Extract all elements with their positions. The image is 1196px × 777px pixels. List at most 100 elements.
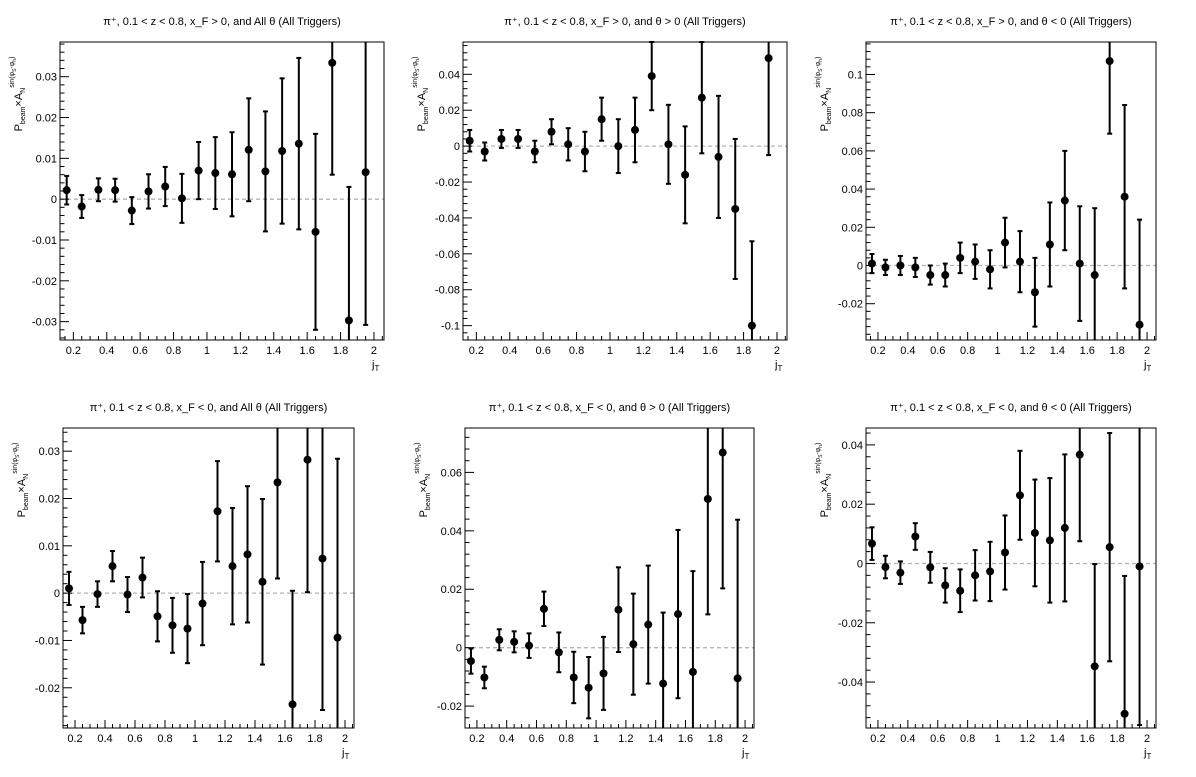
marker [514, 134, 523, 143]
data-point [525, 632, 534, 659]
y-tick-label: -0.02 [435, 177, 460, 189]
marker [714, 152, 723, 161]
data-point [93, 580, 102, 608]
y-tick-label: 0 [857, 558, 863, 570]
x-tick-label: 0.4 [99, 345, 114, 357]
y-tick-label: 0.04 [439, 69, 460, 81]
y-tick-label: 0.01 [39, 541, 60, 553]
marker [1030, 528, 1039, 537]
y-axis-label: Pbeam×ANsin(φS-φh) [414, 443, 432, 518]
marker [971, 571, 980, 580]
data-point [647, 41, 656, 112]
data-point [539, 590, 548, 628]
marker [161, 182, 170, 191]
chart-title: π⁺, 0.1 < z < 0.8, x_F > 0, and All θ (A… [103, 16, 340, 28]
data-point [108, 550, 117, 583]
data-point [228, 506, 237, 626]
data-point [361, 42, 370, 326]
x-tick-label: 1.2 [636, 345, 651, 357]
marker [1060, 523, 1069, 532]
marker [986, 567, 995, 576]
data-point [318, 428, 327, 712]
data-point [1045, 201, 1054, 288]
x-tick-label: 1.4 [1050, 345, 1065, 357]
y-tick-label: 0 [456, 643, 462, 655]
marker [62, 186, 71, 195]
data-point [554, 631, 563, 674]
x-tick-label: 1.6 [703, 345, 718, 357]
y-tick-label: 0.08 [842, 108, 863, 120]
marker [303, 455, 312, 464]
y-tick-label: -0.02 [35, 683, 60, 695]
data-point [659, 611, 668, 728]
marker [77, 202, 86, 211]
x-tick-label: 2 [1144, 345, 1150, 357]
marker [1090, 662, 1099, 671]
chart-panel: π⁺, 0.1 < z < 0.8, x_F > 0, and θ < 0 (A… [815, 16, 1157, 373]
x-tick-label: 1.2 [217, 733, 232, 745]
data-point [211, 136, 220, 210]
marker [688, 667, 697, 676]
y-tick-label: -0.1 [441, 321, 460, 333]
x-tick-label: 1 [994, 345, 1000, 357]
y-tick-label: 0.02 [842, 499, 863, 511]
data-point [1015, 449, 1024, 541]
y-tick-label: -0.02 [437, 701, 462, 713]
x-tick-label: 1.8 [1109, 733, 1124, 745]
x-tick-label: 1.6 [300, 345, 315, 357]
marker [127, 206, 136, 215]
data-point [986, 540, 995, 603]
marker [764, 54, 773, 63]
marker [580, 147, 589, 156]
marker [244, 145, 253, 154]
marker [333, 633, 342, 642]
data-point [328, 42, 337, 176]
marker [1090, 271, 1099, 280]
x-tick-label: 1.4 [648, 733, 663, 745]
chart-title: π⁺, 0.1 < z < 0.8, x_F < 0, and θ > 0 (A… [489, 402, 730, 414]
marker [614, 142, 623, 151]
y-tick-label: -0.04 [435, 213, 460, 225]
y-tick-label: 0.03 [36, 72, 57, 84]
data-point [1120, 574, 1129, 728]
y-tick-label: -0.02 [838, 299, 863, 311]
marker [294, 139, 303, 148]
data-point [1090, 207, 1099, 340]
data-point [62, 174, 71, 206]
marker [733, 674, 742, 683]
y-axis-label: Pbeam×ANsin(φS-φh) [815, 57, 833, 132]
y-tick-label: 0.02 [36, 113, 57, 125]
marker [956, 586, 965, 595]
marker [183, 624, 192, 633]
x-tick-label: 1.8 [708, 733, 723, 745]
data-point [614, 566, 623, 654]
marker [1015, 257, 1024, 266]
x-tick-label: 0.2 [469, 733, 484, 745]
y-tick-label: -0.02 [32, 276, 57, 288]
data-point [664, 103, 673, 185]
data-point [986, 249, 995, 290]
y-tick-label: 0 [54, 588, 60, 600]
data-point [213, 460, 222, 563]
data-point [881, 554, 890, 580]
marker [273, 478, 282, 487]
data-point [153, 590, 162, 643]
data-point [564, 127, 573, 162]
marker [111, 186, 120, 195]
data-point [731, 137, 740, 280]
data-point [714, 94, 723, 219]
y-tick-label: -0.02 [838, 618, 863, 630]
data-point [569, 650, 578, 705]
data-point [311, 132, 320, 331]
x-tick-label: 2 [774, 345, 780, 357]
data-point [243, 485, 252, 624]
marker [495, 635, 504, 644]
x-tick-label: 0.4 [97, 733, 112, 745]
marker [1120, 709, 1129, 718]
x-tick-label: 2 [742, 733, 748, 745]
marker [1105, 57, 1114, 66]
marker [896, 568, 905, 577]
marker [614, 605, 623, 614]
x-tick-label: 1.8 [333, 345, 348, 357]
data-point [497, 128, 506, 149]
